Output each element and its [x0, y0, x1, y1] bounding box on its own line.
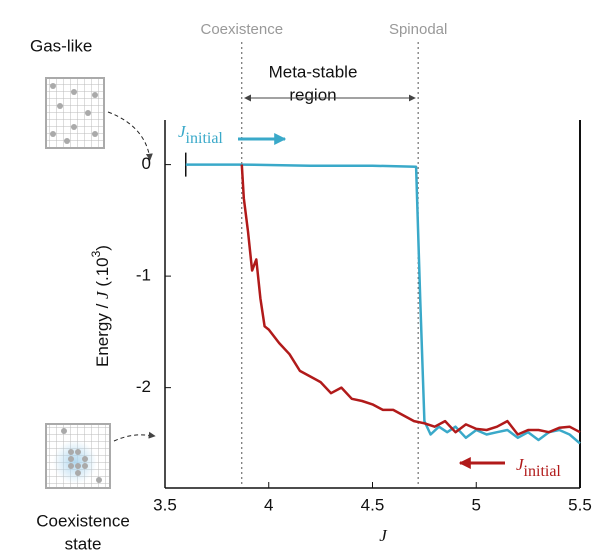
series-line — [185, 163, 581, 445]
region-label: region — [289, 85, 336, 104]
series-label: Jinitial — [516, 455, 561, 480]
y-tick-label: -1 — [136, 266, 151, 285]
series-label-subscript: initial — [524, 463, 562, 480]
y-label-text: Energy / — [93, 299, 112, 367]
annotation-label: Spinodal — [389, 21, 447, 38]
series-label-symbol: J — [178, 122, 187, 141]
x-axis-label: J — [379, 526, 388, 545]
bottom-state-label: state — [65, 534, 102, 553]
series-label-symbol: J — [516, 455, 525, 474]
series-line — [240, 164, 581, 436]
y-axis-label: Energy / J (.103) — [89, 245, 112, 367]
annotation-label: Coexistence — [201, 21, 284, 38]
y-label-text: (.10 — [93, 257, 112, 291]
series-label: Jinitial — [178, 122, 223, 147]
gas-lattice-icon — [45, 77, 105, 149]
pointer-arrow — [113, 431, 156, 442]
y-label-sup: 3 — [89, 250, 103, 257]
y-label-var: J — [93, 290, 112, 299]
region-label: Meta-stable — [269, 62, 358, 81]
coexistence-lattice-icon — [45, 423, 111, 489]
bottom-state-label: Coexistence — [36, 511, 130, 530]
pointer-arrow — [107, 111, 153, 161]
x-tick-label: 4 — [264, 495, 273, 514]
x-tick-label: 5.5 — [568, 495, 592, 514]
top-state-label: Gas-like — [30, 36, 92, 55]
x-tick-label: 3.5 — [153, 495, 177, 514]
x-tick-label: 4.5 — [361, 495, 385, 514]
y-tick-label: -2 — [136, 377, 151, 396]
y-label-text: ) — [93, 245, 112, 251]
x-tick-label: 5 — [472, 495, 481, 514]
series-label-subscript: initial — [186, 130, 224, 147]
y-tick-label: 0 — [142, 154, 151, 173]
